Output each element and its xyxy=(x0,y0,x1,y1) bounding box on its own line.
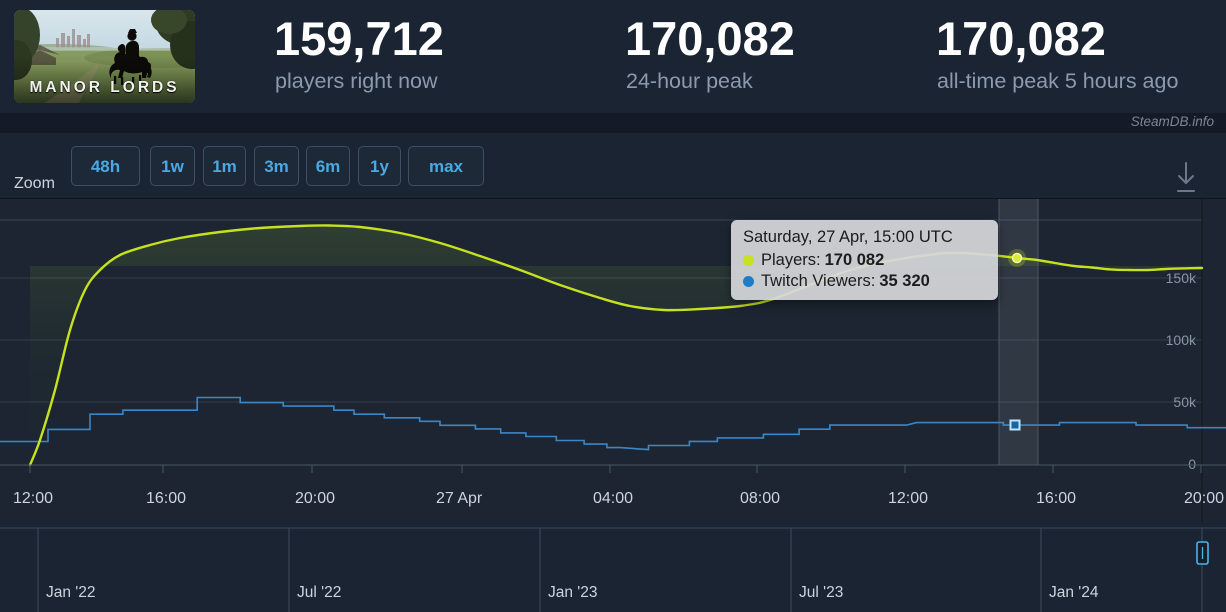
svg-text:0: 0 xyxy=(1188,456,1196,472)
svg-text:100k: 100k xyxy=(1166,332,1197,348)
svg-text:150k: 150k xyxy=(1166,270,1197,286)
svg-text:50k: 50k xyxy=(1173,394,1197,410)
